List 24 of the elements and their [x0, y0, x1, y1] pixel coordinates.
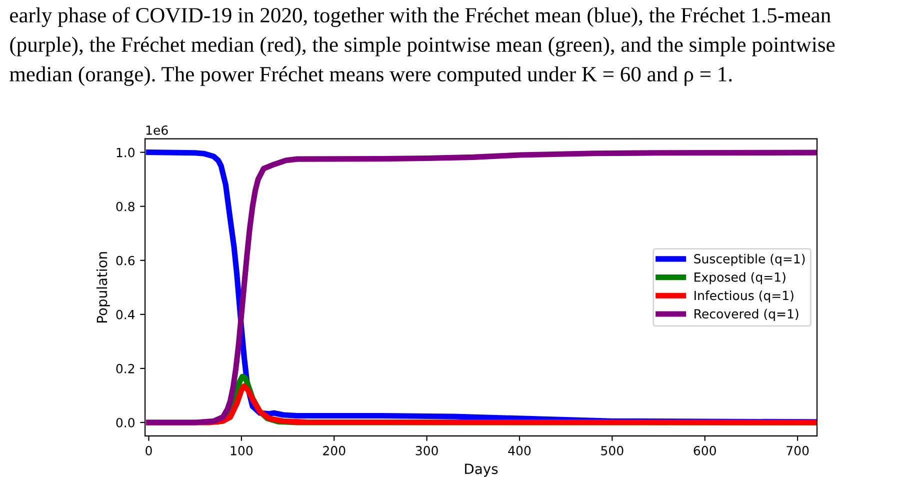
y-tick-label: 0.2 — [116, 364, 134, 374]
x-axis-title: Days — [465, 464, 498, 477]
y-tick-label: 1.0 — [116, 148, 134, 158]
legend-label: Exposed (q=1) — [694, 272, 786, 284]
y-axis-title: Population — [96, 252, 110, 323]
y-tick-label: 0.4 — [116, 310, 135, 320]
text: (purple), the Fréchet median (red), the simple pointwise mean (green), and the simple pointwise — [10, 36, 835, 56]
y-tick-label: 0.6 — [116, 256, 135, 266]
legend-label: Infectious (q=1) — [694, 290, 794, 303]
x-tick-label: 200 — [323, 446, 346, 456]
text: median (orange). The power Fréchet means were computed under K = 60 and ρ = 1. — [10, 66, 732, 86]
x-tick-label: 300 — [416, 446, 438, 456]
x-tick-label: 700 — [786, 446, 809, 456]
x-tick-label: 400 — [508, 446, 531, 456]
text: 1e6 — [146, 125, 168, 135]
x-tick-label: 600 — [694, 446, 716, 456]
y-tick-label: 0.8 — [116, 202, 134, 212]
legend-label: Recovered (q=1) — [694, 308, 798, 321]
x-tick-label: 100 — [230, 446, 253, 456]
text: early phase of COVID-19 in 2020, together with the Fréchet mean (blue), the Fréchet 1.5-mean — [10, 7, 831, 27]
y-tick-label: 0.0 — [116, 418, 134, 428]
x-tick-label: 500 — [601, 446, 624, 456]
x-tick-label: 0 — [146, 446, 152, 456]
legend-label: Susceptible (q=1) — [694, 254, 805, 266]
